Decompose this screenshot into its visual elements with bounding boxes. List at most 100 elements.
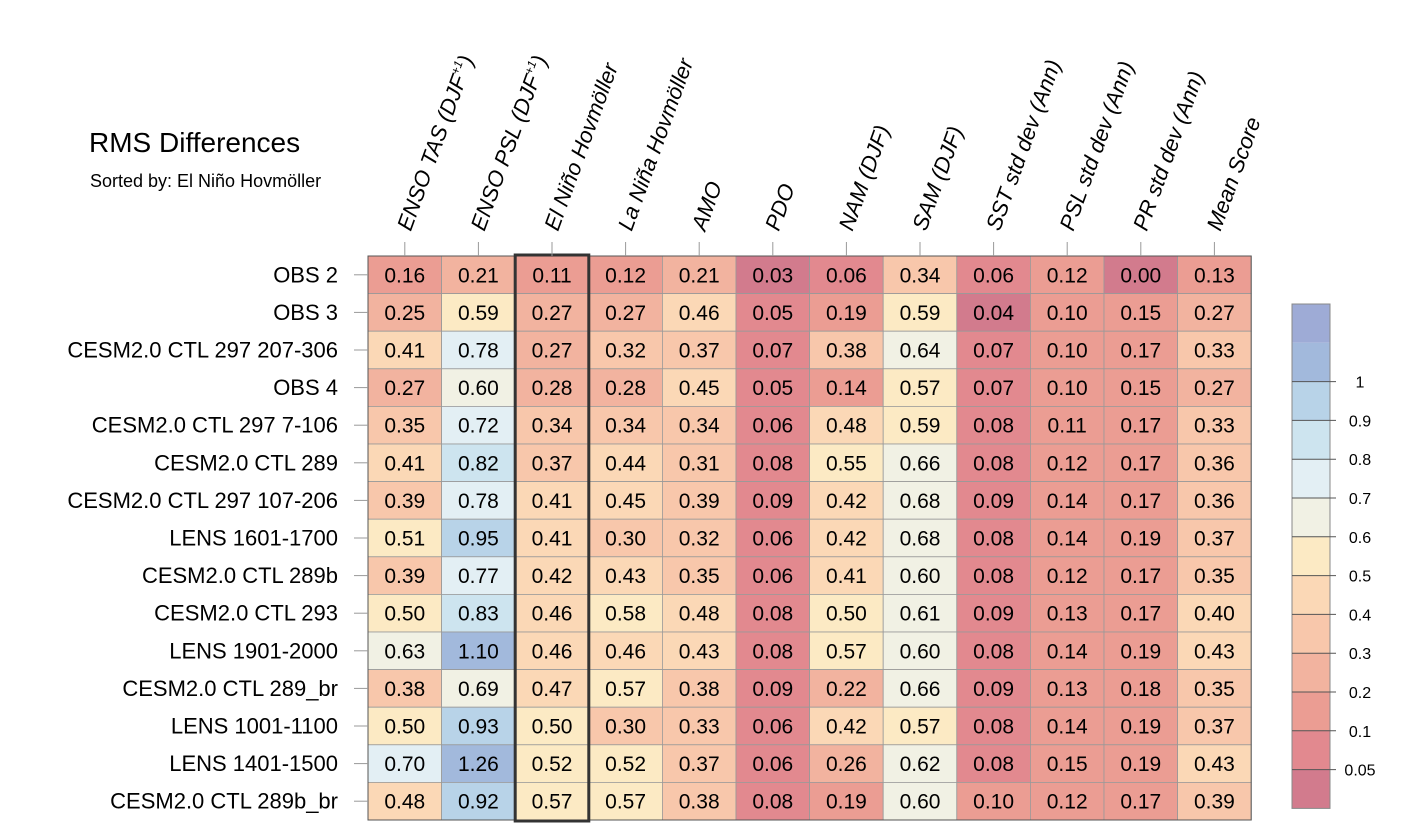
cell-value-label: 0.26 [826,753,867,776]
cell-value-label: 0.08 [752,603,793,626]
cell-value-label: 0.83 [458,603,499,626]
cell-value-label: 0.48 [384,791,425,814]
cell-value-label: 0.66 [900,678,941,701]
heatmap-cell [735,782,810,821]
heatmap-cell [735,556,810,595]
cell-value-label: 0.07 [973,340,1014,363]
cell-value-label: 0.51 [384,528,425,551]
heatmap-cell [588,744,663,783]
heatmap-cell [441,518,516,558]
heatmap-cell [735,405,810,445]
colorbar-swatch [1292,498,1330,537]
heatmap-cell [1103,405,1178,445]
cell-value-label: 0.70 [384,753,425,776]
heatmap-cell [1030,706,1105,746]
cell-value-label: 0.52 [605,753,646,776]
heatmap-cell [441,443,516,482]
heatmap-cell [1103,782,1178,821]
cell-value-label: 0.08 [973,716,1014,739]
colorbar-swatch [1292,692,1330,731]
colorbar-label: 0.1 [1349,724,1371,741]
cell-value-label: 0.34 [532,415,573,438]
heatmap-cell [588,330,663,370]
heatmap-cell [1177,782,1252,821]
heatmap-cell [662,669,737,708]
column-label: PR std dev (Ann) [1128,68,1209,234]
cell-value-label: 0.12 [1047,452,1088,475]
row-label: CESM2.0 CTL 297 207-306 [67,338,338,363]
heatmap-cell [441,706,516,746]
colorbar-label: 0.4 [1349,607,1371,624]
heatmap-cell [956,405,1031,445]
cell-value-label: 0.34 [679,415,720,438]
heatmap-cell [367,255,442,294]
cell-value-label: 0.28 [605,377,646,400]
row-label: CESM2.0 CTL 293 [154,601,338,626]
cell-value-label: 0.42 [532,565,573,588]
cell-value-label: 0.30 [605,716,646,739]
heatmap-cell [514,631,590,670]
cell-value-label: 0.72 [458,415,499,438]
heatmap-cell [662,518,737,558]
cell-value-label: 0.17 [1120,565,1161,588]
heatmap-cell [514,481,590,520]
colorbar-swatch [1292,575,1330,615]
cell-value-label: 0.19 [1120,753,1161,776]
colorbar-swatch [1292,769,1330,809]
cell-value-label: 0.27 [384,377,425,400]
heatmap-cell [441,556,516,595]
cell-value-label: 0.77 [458,565,499,588]
cell-value-label: 0.08 [752,640,793,663]
heatmap-cell [1103,330,1178,370]
cell-value-label: 0.42 [826,490,867,513]
cell-value-label: 0.48 [679,603,720,626]
heatmap-cell [1030,518,1105,558]
heatmap-cell [514,293,590,332]
heatmap-cell [809,443,884,482]
heatmap-cell [956,330,1031,370]
cell-value-label: 0.38 [826,340,867,363]
cell-value-label: 0.43 [1194,640,1235,663]
cell-value-label: 0.45 [605,490,646,513]
heatmap-cell [662,293,737,332]
cell-value-label: 0.62 [900,753,941,776]
cell-value-label: 0.13 [1194,264,1235,287]
heatmap-cell [367,706,442,746]
column-label: SST std dev (Ann) [981,56,1066,233]
heatmap-cell [1030,481,1105,520]
heatmap-cell [514,330,590,370]
heatmap-cell [735,631,810,670]
column-label: PDO [760,180,800,233]
cell-value-label: 0.34 [605,415,646,438]
cell-value-label: 0.06 [826,264,867,287]
cell-value-label: 0.33 [1194,415,1235,438]
cell-value-label: 0.08 [973,452,1014,475]
cell-value-label: 0.43 [1194,753,1235,776]
heatmap-cell [882,330,958,370]
heatmap-cell [1177,368,1252,407]
heatmap-cell [588,293,663,332]
cell-value-label: 0.09 [752,490,793,513]
cell-value-label: 0.12 [1047,565,1088,588]
cell-value-label: 0.36 [1194,490,1235,513]
cell-value-label: 0.27 [1194,302,1235,325]
row-label: CESM2.0 CTL 289b [142,563,338,588]
colorbar-swatch [1292,536,1330,576]
cell-value-label: 0.18 [1120,678,1161,701]
cell-value-label: 0.50 [384,716,425,739]
cell-value-label: 0.35 [1194,678,1235,701]
cell-value-label: 0.17 [1120,340,1161,363]
row-label: CESM2.0 CTL 289_br [122,676,338,701]
cell-value-label: 0.41 [384,452,425,475]
heatmap-cell [809,293,884,332]
heatmap-cell [735,293,810,332]
heatmap-cell [1177,706,1252,746]
heatmap-cell [956,669,1031,708]
cell-value-label: 0.14 [1047,490,1088,513]
chart-title: RMS Differences [89,127,301,158]
row-label: OBS 3 [273,300,338,325]
cell-value-label: 0.95 [458,528,499,551]
cell-value-label: 0.19 [1120,716,1161,739]
cell-value-label: 0.46 [605,640,646,663]
cell-value-label: 0.38 [679,678,720,701]
